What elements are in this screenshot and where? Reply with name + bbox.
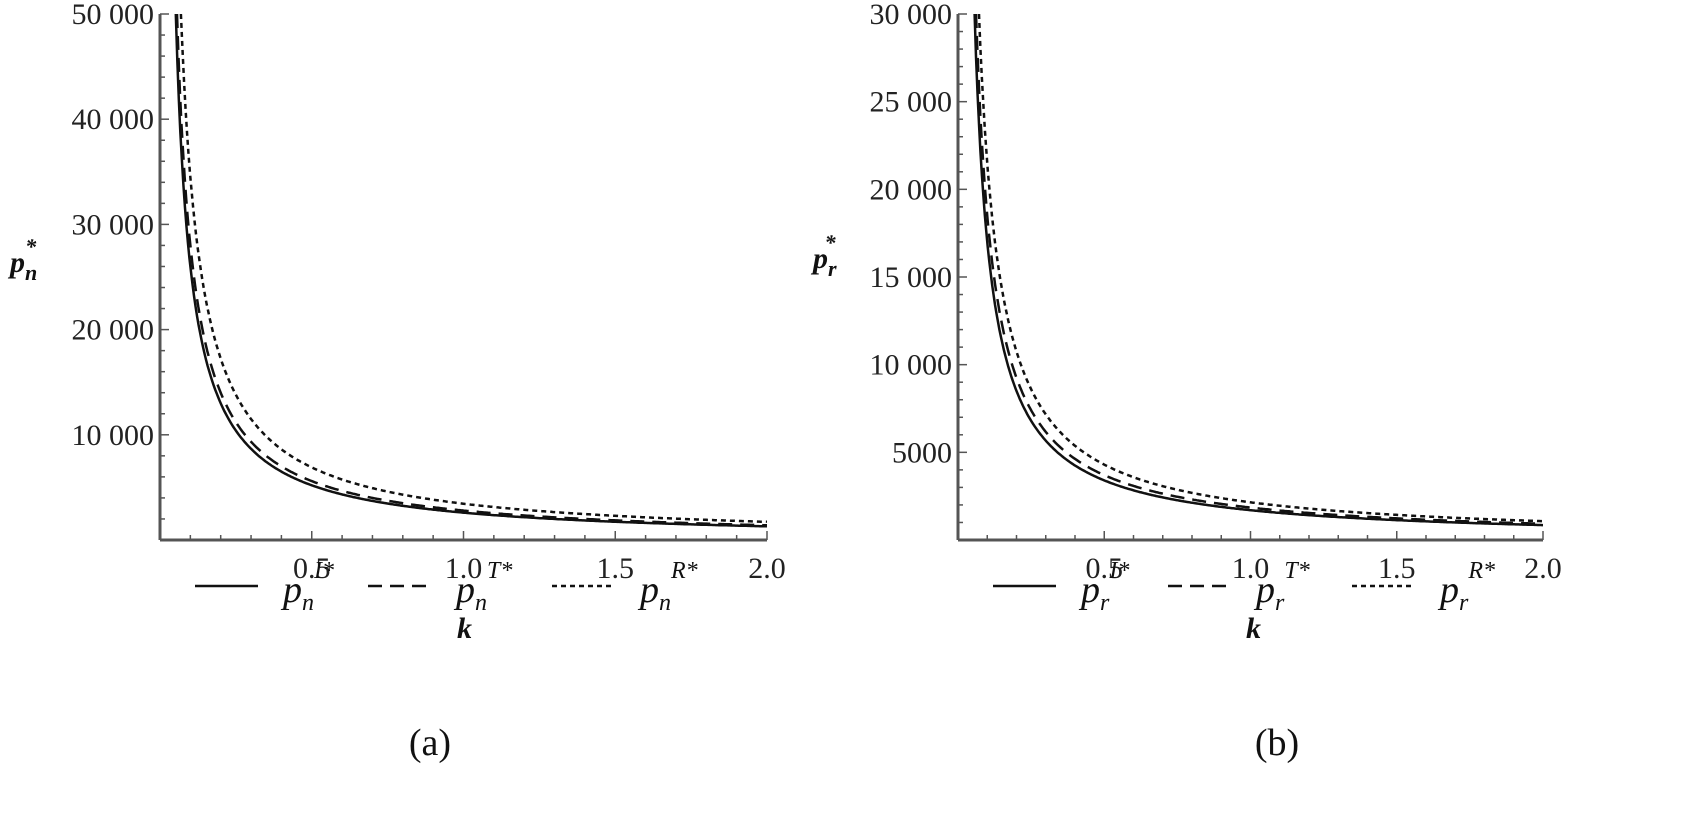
x-tick-label: 1.5 (1378, 552, 1416, 585)
series-line-T (974, 14, 1543, 526)
legend-label: pnR* (637, 558, 698, 616)
y-tick-label: 5000 (892, 436, 952, 469)
y-tick-label: 25 000 (870, 86, 953, 119)
series-line-R (179, 14, 767, 524)
panel-label: (b) (1255, 722, 1299, 764)
chart-panel-b: 0.5 1.0 1.5 2.0 5000 10 000 15 000 20 000 25 000… (810, 0, 1562, 764)
x-axis-label: k (457, 612, 472, 645)
panel-label: (a) (409, 722, 451, 764)
series-line-T (175, 14, 767, 527)
y-tick-label: 20 000 (72, 314, 155, 347)
x-axis-label: k (1246, 612, 1261, 645)
x-tick-label: 0.5 (1086, 552, 1124, 585)
legend-label: prR* (1437, 558, 1495, 616)
y-tick-label: 15 000 (870, 261, 953, 294)
x-tick-label: 1.0 (445, 552, 483, 585)
y-tick-label: 30 000 (870, 0, 953, 31)
chart-panel-a: 0.5 1.0 1.5 2.0 10 000 20 000 30 000 40 000 50 0… (7, 0, 786, 764)
x-tick-label: 1.5 (597, 552, 635, 585)
series-line-I (973, 14, 1543, 527)
series-line-I (174, 14, 767, 528)
y-tick-label: 10 000 (870, 349, 953, 382)
y-tick-label: 40 000 (72, 103, 155, 136)
series-line-R (977, 14, 1543, 523)
y-tick-label: 20 000 (870, 173, 953, 206)
y-axis-label: pn* (7, 234, 37, 285)
y-tick-label: 50 000 (72, 0, 155, 31)
x-tick-label: 0.5 (293, 552, 331, 585)
x-tick-label: 2.0 (1524, 552, 1562, 585)
y-tick-label: 10 000 (72, 419, 155, 452)
x-tick-label: 1.0 (1232, 552, 1270, 585)
x-tick-label: 2.0 (748, 552, 786, 585)
y-tick-label: 30 000 (72, 208, 155, 241)
y-axis-label: pr* (810, 230, 837, 281)
